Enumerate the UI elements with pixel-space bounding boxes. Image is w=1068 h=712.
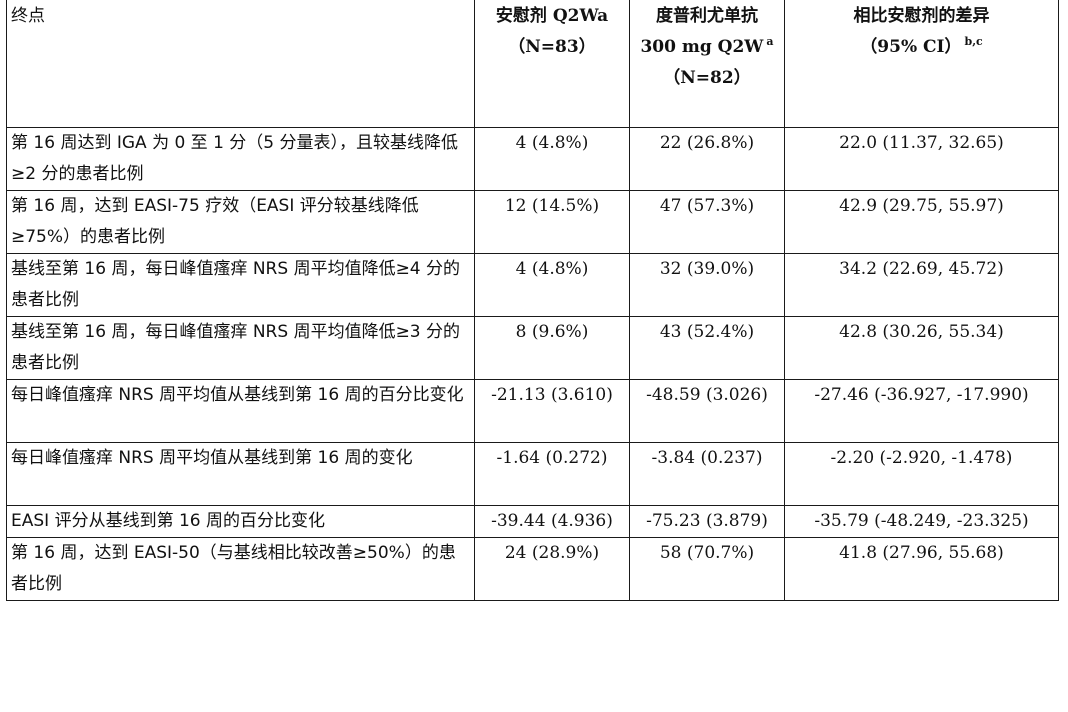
row-endpoint: 第 16 周，达到 EASI-50（与基线相比较改善≥50%）的患者比例: [6, 537, 475, 601]
row-placebo: 4 (4.8%): [474, 127, 630, 191]
row-placebo: -1.64 (0.272): [474, 442, 630, 506]
row-endpoint: 基线至第 16 周，每日峰值瘙痒 NRS 周平均值降低≥4 分的患者比例: [6, 253, 475, 317]
table-row: 第 16 周，达到 EASI-75 疗效（EASI 评分较基线降低≥75%）的患…: [6, 190, 1059, 254]
header-difference-line2: （95% CI） b,c: [789, 32, 1054, 63]
row-placebo: 24 (28.9%): [474, 537, 630, 601]
row-dupilumab: 43 (52.4%): [629, 316, 785, 380]
table-row: 基线至第 16 周，每日峰值瘙痒 NRS 周平均值降低≥4 分的患者比例 4 (…: [6, 253, 1059, 317]
row-dupilumab: 47 (57.3%): [629, 190, 785, 254]
header-difference: 相比安慰剂的差异 （95% CI） b,c: [784, 0, 1059, 128]
row-endpoint: 基线至第 16 周，每日峰值瘙痒 NRS 周平均值降低≥3 分的患者比例: [6, 316, 475, 380]
header-dupilumab-line3: （N=82）: [663, 68, 751, 88]
row-difference: 42.8 (30.26, 55.34): [784, 316, 1059, 380]
header-dupilumab-line2: 300 mg Q2W a: [634, 32, 780, 63]
header-difference-line1: 相比安慰剂的差异: [853, 6, 990, 26]
row-placebo: 12 (14.5%): [474, 190, 630, 254]
row-endpoint: 第 16 周，达到 EASI-75 疗效（EASI 评分较基线降低≥75%）的患…: [6, 190, 475, 254]
row-placebo: 8 (9.6%): [474, 316, 630, 380]
header-difference-footnote: b,c: [964, 35, 983, 48]
row-dupilumab: 58 (70.7%): [629, 537, 785, 601]
row-difference: -35.79 (-48.249, -23.325): [784, 505, 1059, 538]
row-dupilumab: -48.59 (3.026): [629, 379, 785, 443]
row-difference: 22.0 (11.37, 32.65): [784, 127, 1059, 191]
row-difference: 42.9 (29.75, 55.97): [784, 190, 1059, 254]
row-dupilumab: -3.84 (0.237): [629, 442, 785, 506]
row-dupilumab: -75.23 (3.879): [629, 505, 785, 538]
header-dupilumab-dose: 300 mg Q2W: [640, 37, 764, 57]
row-endpoint: 每日峰值瘙痒 NRS 周平均值从基线到第 16 周的变化: [6, 442, 475, 506]
row-difference: 34.2 (22.69, 45.72): [784, 253, 1059, 317]
table-row: 每日峰值瘙痒 NRS 周平均值从基线到第 16 周的变化 -1.64 (0.27…: [6, 442, 1059, 506]
table-body: 第 16 周达到 IGA 为 0 至 1 分（5 分量表），且较基线降低≥2 分…: [6, 127, 1059, 601]
row-difference: -27.46 (-36.927, -17.990): [784, 379, 1059, 443]
row-dupilumab: 22 (26.8%): [629, 127, 785, 191]
header-row: 终点 安慰剂 Q2Wa （N=83） 度普利尤单抗 300 mg Q2W a （N…: [6, 0, 1059, 128]
row-placebo: 4 (4.8%): [474, 253, 630, 317]
row-difference: -2.20 (-2.920, -1.478): [784, 442, 1059, 506]
header-placebo-line1: 安慰剂 Q2Wa: [495, 6, 609, 26]
efficacy-table: 终点 安慰剂 Q2Wa （N=83） 度普利尤单抗 300 mg Q2W a （N…: [6, 0, 1059, 601]
header-dupilumab-footnote: a: [766, 35, 774, 48]
header-dupilumab-line1: 度普利尤单抗: [656, 6, 758, 26]
header-dupilumab: 度普利尤单抗 300 mg Q2W a （N=82）: [629, 0, 785, 128]
row-endpoint: EASI 评分从基线到第 16 周的百分比变化: [6, 505, 475, 538]
row-difference: 41.8 (27.96, 55.68): [784, 537, 1059, 601]
header-endpoint: 终点: [6, 0, 475, 128]
row-placebo: -21.13 (3.610): [474, 379, 630, 443]
row-endpoint: 第 16 周达到 IGA 为 0 至 1 分（5 分量表），且较基线降低≥2 分…: [6, 127, 475, 191]
table-row: 每日峰值瘙痒 NRS 周平均值从基线到第 16 周的百分比变化 -21.13 (…: [6, 379, 1059, 443]
table-row: 第 16 周，达到 EASI-50（与基线相比较改善≥50%）的患者比例 24 …: [6, 537, 1059, 601]
table-row: 第 16 周达到 IGA 为 0 至 1 分（5 分量表），且较基线降低≥2 分…: [6, 127, 1059, 191]
table-row: EASI 评分从基线到第 16 周的百分比变化 -39.44 (4.936) -…: [6, 505, 1059, 538]
table-row: 基线至第 16 周，每日峰值瘙痒 NRS 周平均值降低≥3 分的患者比例 8 (…: [6, 316, 1059, 380]
table-header: 终点 安慰剂 Q2Wa （N=83） 度普利尤单抗 300 mg Q2W a （N…: [6, 0, 1059, 128]
row-dupilumab: 32 (39.0%): [629, 253, 785, 317]
header-placebo-line2: （N=83）: [508, 37, 596, 57]
row-endpoint: 每日峰值瘙痒 NRS 周平均值从基线到第 16 周的百分比变化: [6, 379, 475, 443]
header-placebo: 安慰剂 Q2Wa （N=83）: [474, 0, 630, 128]
header-difference-ci: （95% CI）: [860, 37, 962, 57]
row-placebo: -39.44 (4.936): [474, 505, 630, 538]
